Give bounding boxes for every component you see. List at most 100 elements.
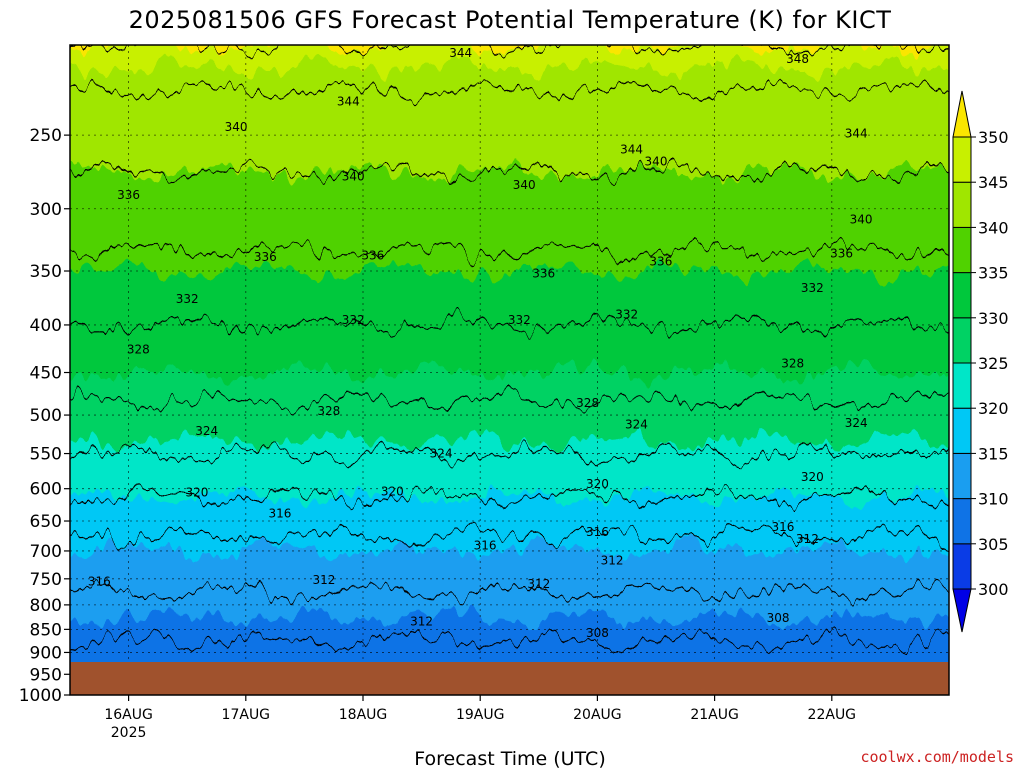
theta-fill-bands — [70, 45, 949, 695]
colorbar-swatch-345-350 — [952, 136, 972, 183]
colorbar-label: 320 — [978, 399, 1009, 418]
colorbar-label: 310 — [978, 490, 1009, 509]
colorbar-swatch-300-305 — [952, 543, 972, 590]
contour-line-312 — [70, 582, 949, 602]
contour-label: 324 — [625, 418, 648, 432]
ground-below-surface — [70, 662, 949, 695]
contour-label: 312 — [527, 577, 550, 591]
contour-line-320 — [70, 487, 949, 507]
y-axis: 250 300 350 400 450 500 550 600 650 700 750 800 850 9… — [19, 126, 70, 706]
contour-line-324 — [70, 444, 949, 463]
colorbar-swatch-305-310 — [952, 498, 972, 545]
colorbar-label: 345 — [978, 173, 1009, 192]
y-tick-label: 250 — [30, 126, 62, 146]
contour-label: 336 — [649, 255, 672, 269]
y-tick-label: 500 — [30, 406, 62, 426]
contour-label: 340 — [513, 178, 536, 192]
colorbar-swatch-320-325 — [952, 362, 972, 409]
y-tick-label: 1000 — [19, 686, 62, 706]
y-tick-label: 350 — [30, 262, 62, 282]
colorbar-label: 325 — [978, 354, 1009, 373]
contour-label: 340 — [342, 170, 365, 184]
y-tick-label: 400 — [30, 316, 62, 336]
y-tick-label: 450 — [30, 364, 62, 384]
chart-title: 2025081506 GFS Forecast Potential Temper… — [129, 6, 892, 34]
colorbar-swatch-340-345 — [952, 181, 972, 228]
colorbar-swatch-above-350 — [952, 90, 972, 138]
contour-line-328 — [70, 391, 949, 411]
contour-label: 320 — [586, 477, 609, 491]
y-tick-label: 900 — [30, 643, 62, 663]
x-axis-label: Forecast Time (UTC) — [414, 748, 605, 768]
contour-label: 312 — [312, 573, 335, 587]
y-tick-label: 300 — [30, 200, 62, 220]
colorbar-label: 335 — [978, 264, 1009, 283]
colorbar-swatch-325-330 — [952, 317, 972, 364]
contour-label: 336 — [117, 188, 140, 202]
contour-label: 324 — [430, 447, 453, 461]
contour-label: 332 — [801, 281, 824, 295]
contour-label: 328 — [781, 356, 804, 370]
contour-label: 324 — [845, 416, 868, 430]
y-tick-label: 950 — [30, 665, 62, 685]
colorbar-label: 330 — [978, 309, 1009, 328]
theta-band-above-340 — [70, 45, 949, 181]
y-tick-label: 600 — [30, 480, 62, 500]
grid-lines — [70, 45, 949, 695]
contour-label: 332 — [342, 313, 365, 327]
contour-label: 320 — [186, 486, 209, 500]
contour-label: 332 — [615, 308, 638, 322]
contour-label: 336 — [254, 250, 277, 264]
y-tick-label: 750 — [30, 570, 62, 590]
contour-label: 320 — [801, 470, 824, 484]
contour-label: 328 — [317, 404, 340, 418]
colorbar: 300 305 310 315 320 325 330 335 340 345 350 — [952, 90, 1009, 633]
contour-line-332 — [70, 315, 949, 335]
colorbar-label: 300 — [978, 580, 1009, 599]
contour-label: 308 — [767, 611, 790, 625]
credit-text[interactable]: coolwx.com/models — [860, 748, 1014, 766]
colorbar-swatch-315-320 — [952, 407, 972, 454]
contour-label: 332 — [176, 292, 199, 306]
contour-label: 344 — [845, 127, 868, 141]
colorbar-swatch-330-335 — [952, 272, 972, 319]
contour-label: 316 — [772, 520, 795, 534]
contour-label: 332 — [508, 313, 531, 327]
x-tick-label: 22AUG — [808, 707, 857, 723]
contour-label: 344 — [449, 46, 472, 60]
x-tick-sublabel: 2025 — [111, 725, 147, 741]
contour-label: 340 — [850, 212, 873, 226]
colorbar-label: 350 — [978, 128, 1009, 147]
contour-label: 344 — [620, 142, 643, 156]
contour-label: 316 — [269, 506, 292, 520]
theta-band-above-345 — [70, 45, 949, 77]
x-tick-label: 16AUG — [104, 707, 153, 723]
colorbar-swatch-335-340 — [952, 226, 972, 274]
contour-label: 324 — [195, 424, 218, 438]
contour-label: 340 — [645, 155, 668, 169]
y-tick-label: 550 — [30, 445, 62, 465]
contour-label: 328 — [127, 342, 150, 356]
x-tick-label: 21AUG — [690, 707, 739, 723]
contour-label: 308 — [586, 626, 609, 640]
contour-line-316 — [70, 526, 949, 546]
theta-contour-lines — [70, 45, 949, 651]
colorbar-label: 315 — [978, 444, 1009, 463]
contour-line-348 — [70, 45, 949, 55]
y-tick-label: 700 — [30, 542, 62, 562]
contour-label: 312 — [601, 554, 624, 568]
contour-line-340 — [70, 162, 949, 182]
x-axis: 16AUG 2025 17AUG 18AUG 19AUG 20AUG 21AUG 22AUG — [104, 695, 856, 741]
theta-band-above-350 — [70, 45, 949, 54]
colorbar-label: 305 — [978, 535, 1009, 554]
contour-label: 348 — [786, 52, 809, 66]
contour-label: 336 — [532, 266, 555, 280]
plot-frame — [69, 44, 950, 696]
contour-line-308 — [70, 631, 949, 651]
contour-label: 312 — [796, 532, 819, 546]
colorbar-swatch-310-315 — [952, 452, 972, 500]
contour-label: 320 — [381, 484, 404, 498]
y-tick-label: 650 — [30, 512, 62, 532]
contour-label: 316 — [88, 574, 111, 588]
